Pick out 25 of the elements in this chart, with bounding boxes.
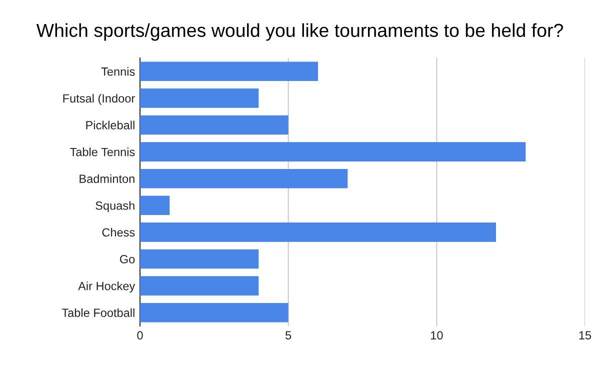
y-tick-label: Futsal (Indoor — [63, 94, 135, 105]
y-tick-label: Table Tennis — [70, 148, 135, 156]
bar — [140, 62, 318, 82]
x-tick-label: 5 — [286, 331, 292, 340]
bar — [140, 115, 288, 135]
bar — [140, 249, 259, 269]
bar — [140, 142, 526, 162]
bar — [140, 222, 496, 242]
x-tick-label: 0 — [137, 331, 143, 340]
y-tick-label: Pickleball — [86, 120, 134, 130]
x-tick-label: 10 — [431, 331, 443, 340]
y-tick-label: Tennis — [101, 67, 135, 76]
bar — [140, 88, 259, 108]
bar — [140, 276, 259, 296]
bar — [140, 196, 170, 216]
y-tick-label: Go — [120, 255, 135, 264]
y-tick-label: Badminton — [80, 174, 134, 183]
bar — [140, 168, 348, 188]
y-tick-label: Squash — [96, 201, 134, 212]
bar — [140, 302, 288, 322]
chart-title: Which sports/games would you like tournaments to be held for? — [36, 23, 563, 41]
y-tick-label: Chess — [102, 228, 135, 237]
y-tick-label: Table Football — [62, 308, 134, 317]
y-tick-label: Air Hockey — [78, 282, 136, 293]
x-tick-label: 15 — [579, 331, 592, 340]
